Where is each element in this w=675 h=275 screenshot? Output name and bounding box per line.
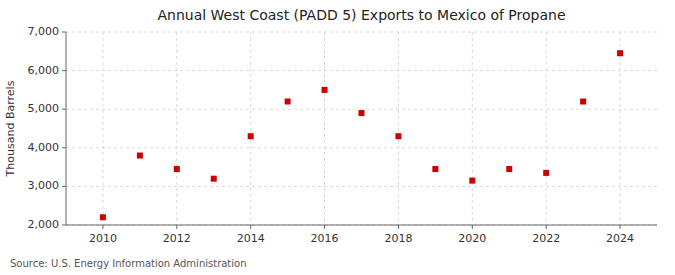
point [580,98,586,104]
point [469,178,475,184]
point [543,170,549,176]
title: Annual West Coast (PADD 5) Exports to Me… [157,7,565,23]
chart: 2,000 3,000 4,000 5,000 6,000 7,000 2010 2012 20… [0,0,675,275]
y-axis-line [66,32,67,225]
tick-mark [398,225,399,229]
tick-label: 2016 [311,232,339,245]
grid-line [176,32,177,225]
tick-mark [62,109,66,110]
grid-line [66,70,657,71]
point [506,166,512,172]
tick-mark [62,32,66,33]
grid-line [66,186,657,187]
y-axis-label: Thousand Barrels [4,80,17,177]
tick-mark [324,225,325,229]
points [100,50,623,220]
grid-line [324,32,325,225]
point [617,50,623,56]
tick-label: 3,000 [28,179,60,192]
tick-label: 2010 [89,232,117,245]
grid-line [546,32,547,225]
point [100,214,106,220]
point [137,153,143,159]
annotation: Source: U.S. Energy Information Administ… [10,258,247,269]
point [432,166,438,172]
tick-mark [62,225,66,226]
grid [66,32,657,225]
point [211,176,217,182]
grid-line [66,147,657,148]
tick-label: 2024 [606,232,634,245]
tick-label: 4,000 [28,141,60,154]
tick-label: 2012 [163,232,191,245]
background [0,0,675,275]
grid-line [472,32,473,225]
tick-mark [472,225,473,229]
grid-line [620,32,621,225]
tick-mark [250,225,251,229]
tick-label: 2014 [237,232,265,245]
tick-mark [102,225,103,229]
tick-label: 7,000 [28,25,60,38]
grid-line [398,32,399,225]
tick-label: 2,000 [28,218,60,231]
point [174,166,180,172]
point [248,133,254,139]
x-axis-line [66,225,657,226]
tick-mark [62,70,66,71]
point [395,133,401,139]
tick-mark [620,225,621,229]
grid-line [102,32,103,225]
tick-mark [62,186,66,187]
grid-line [66,225,657,226]
tick-label: 2018 [384,232,412,245]
tick-label: 2020 [458,232,486,245]
tick-mark [176,225,177,229]
axes: 2,000 3,000 4,000 5,000 6,000 7,000 2010 2012 20… [28,25,658,245]
grid-line [250,32,251,225]
point [359,110,365,116]
tick-mark [546,225,547,229]
tick-label: 2022 [532,232,560,245]
grid-line [66,32,657,33]
grid-line [66,109,657,110]
tick-label: 6,000 [28,64,60,77]
tick-label: 5,000 [28,102,60,115]
tick-mark [62,147,66,148]
point [322,87,328,93]
point [285,98,291,104]
